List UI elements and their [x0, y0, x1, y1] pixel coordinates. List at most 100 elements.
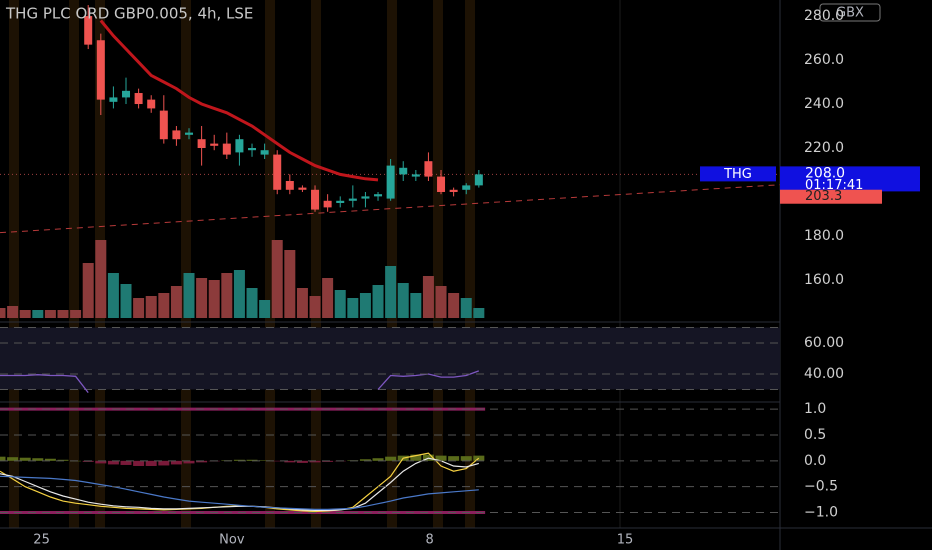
candle-body	[273, 154, 282, 190]
histogram-bar	[284, 460, 296, 463]
volume-bar	[221, 273, 233, 318]
candle-body	[96, 40, 105, 100]
oscillator-line	[0, 475, 479, 510]
y-tick-label: −0.5	[804, 479, 838, 495]
volume-bar	[359, 293, 371, 318]
candle-body	[147, 99, 156, 109]
candle-body	[411, 174, 420, 177]
band	[0, 327, 780, 390]
candle-body	[348, 198, 357, 201]
candle-body	[122, 90, 131, 98]
volume-bar	[385, 266, 397, 318]
session-stripe	[311, 0, 321, 528]
histogram-bar	[460, 456, 472, 461]
candle-body	[248, 148, 257, 151]
histogram-bar	[170, 460, 182, 465]
volume-bar	[422, 276, 434, 318]
trendline	[0, 184, 781, 234]
volume-bar	[334, 290, 346, 318]
histogram-bar	[82, 460, 94, 462]
volume-bar	[107, 273, 119, 318]
candle-body	[474, 174, 483, 186]
session-stripe	[465, 0, 475, 528]
y-tick-label: 60.00	[804, 335, 844, 351]
volume-bar	[70, 310, 82, 318]
candle-body	[399, 167, 408, 175]
y-tick-label: 40.00	[804, 366, 844, 382]
candle-body	[109, 97, 118, 102]
histogram-bar	[259, 460, 271, 461]
histogram-bar	[145, 460, 157, 466]
histogram-bar	[7, 457, 19, 461]
histogram-bar	[435, 455, 447, 461]
histogram-bar	[473, 455, 485, 461]
x-tick-label: 8	[426, 533, 434, 548]
histogram-bar	[296, 460, 308, 463]
symbol-label: THG	[723, 167, 752, 182]
y-tick-label: 220.0	[804, 140, 844, 156]
candle-body	[449, 189, 458, 192]
candle-body	[311, 189, 320, 210]
candle-body	[185, 132, 194, 135]
last-price-box	[780, 166, 920, 192]
volume-bar	[133, 298, 145, 318]
volume-bar	[448, 293, 460, 318]
volume-bar	[170, 286, 182, 318]
y-tick-label: −1.0	[804, 504, 838, 520]
histogram-bar	[271, 460, 283, 462]
volume-bar	[95, 240, 107, 318]
session-stripe	[181, 0, 191, 528]
candle-body	[386, 165, 395, 199]
candle-body	[462, 185, 471, 190]
volume-bar	[183, 273, 195, 318]
candle-body	[285, 180, 294, 190]
currency[interactable]: GBX	[836, 6, 864, 21]
session-stripe	[69, 0, 79, 528]
session-stripe	[9, 0, 19, 528]
y-tick-label: 160.0	[804, 272, 844, 288]
y-tick-label: 180.0	[804, 228, 844, 244]
y-tick-label: 1.0	[804, 401, 826, 417]
volume-bar	[44, 310, 56, 318]
session-stripe	[265, 0, 275, 528]
volume-bar	[347, 298, 359, 318]
volume-bar	[309, 296, 321, 318]
volume-bar	[208, 280, 220, 318]
chart-title: THG PLC ORD GBP0.005, 4h, LSE	[5, 5, 253, 23]
plot	[0, 5, 781, 514]
histogram-bar	[44, 458, 56, 461]
histogram-bar	[309, 460, 321, 463]
x-tick-label: Nov	[219, 533, 245, 548]
candle-body	[323, 200, 332, 208]
candle-body	[172, 130, 181, 140]
candle-body	[222, 143, 231, 155]
histogram-bar	[410, 454, 422, 461]
x-tick-label: 25	[33, 533, 50, 548]
candle-body	[84, 16, 93, 45]
volume-bar	[196, 278, 208, 318]
histogram-bar	[372, 458, 384, 461]
histogram-bar	[448, 456, 460, 461]
volume-bar	[57, 310, 69, 318]
volume-bar	[259, 300, 271, 318]
volume-bar	[410, 293, 422, 318]
candle-body	[424, 161, 433, 177]
candle-body	[159, 110, 168, 140]
histogram-bar	[57, 459, 69, 461]
candle-body	[298, 187, 307, 190]
candle-body	[235, 139, 244, 153]
countdown: 01:17:41	[805, 178, 863, 193]
volume-bar	[435, 286, 447, 318]
volume-bar	[120, 284, 132, 318]
histogram-bar	[196, 460, 208, 463]
histogram-bar	[95, 460, 107, 464]
volume-bar	[473, 308, 485, 318]
histogram-bar	[19, 457, 31, 461]
volume-bar	[32, 310, 44, 318]
trendline-price-box	[780, 189, 882, 204]
y-tick-label: 280.0	[804, 8, 844, 24]
y-tick-label: 260.0	[804, 52, 844, 68]
currency-box[interactable]	[819, 3, 881, 22]
session-stripe	[387, 0, 397, 528]
